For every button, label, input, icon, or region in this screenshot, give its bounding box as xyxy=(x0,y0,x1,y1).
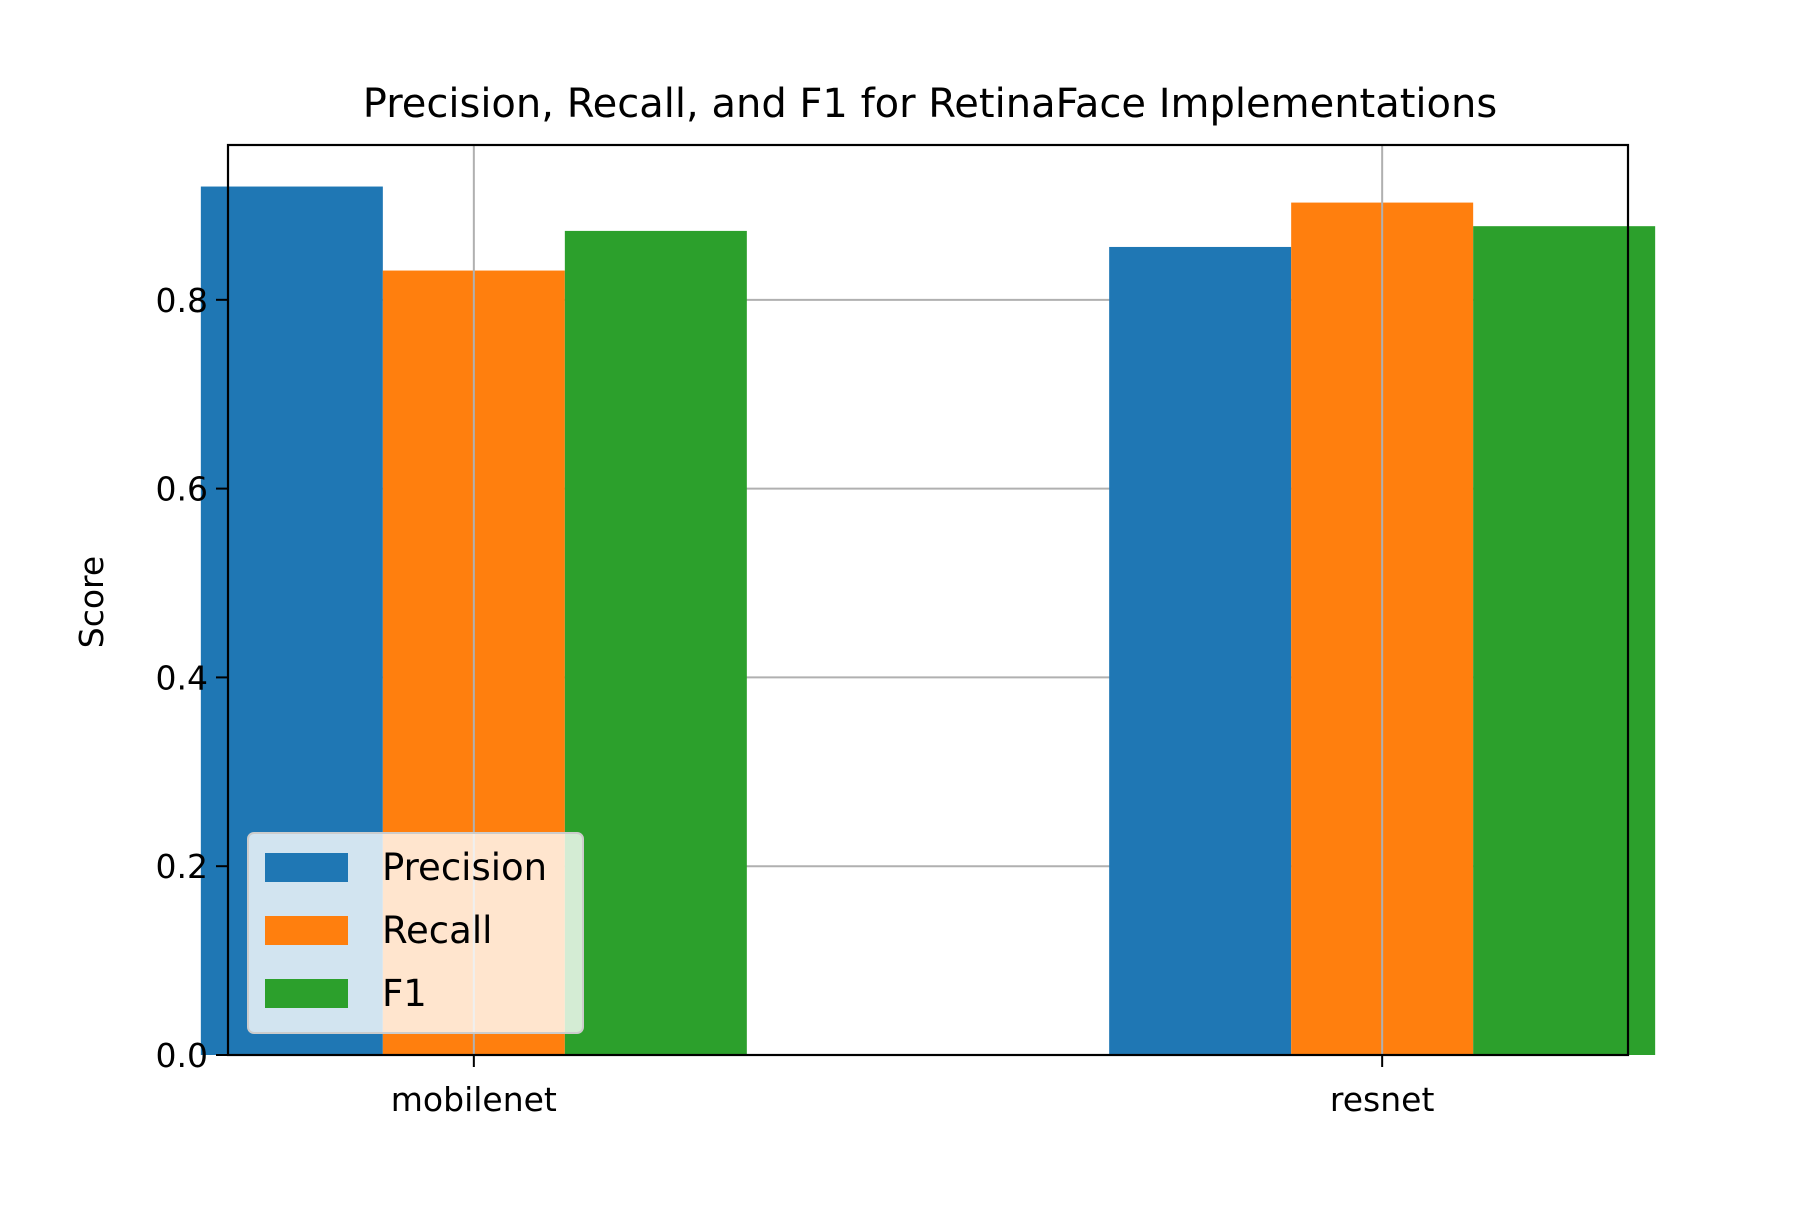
x-tick-label: resnet xyxy=(1330,1080,1435,1119)
legend-swatch-recall xyxy=(265,916,348,945)
bar-f1-resnet xyxy=(1473,226,1656,1056)
legend-swatch-precision xyxy=(265,853,348,882)
legend-swatch-f1 xyxy=(265,979,348,1008)
x-tick-label: mobilenet xyxy=(391,1080,557,1119)
plot-frame xyxy=(226,143,1630,1057)
bar-precision-resnet xyxy=(1109,246,1292,1056)
y-tick-label: 0.4 xyxy=(156,658,208,697)
chart-title: Precision, Recall, and F1 for RetinaFace… xyxy=(363,81,1497,127)
legend: Precision Recall F1 xyxy=(247,832,584,1034)
y-tick-label: 0.0 xyxy=(156,1036,208,1075)
legend-label-f1: F1 xyxy=(382,972,427,1015)
legend-label-recall: Recall xyxy=(382,909,492,952)
y-axis-label: Score xyxy=(72,556,111,648)
axes: 0.0 0.2 0.4 0.6 0.8 mobilenet resnet xyxy=(156,143,1630,1119)
y-tick-label: 0.8 xyxy=(156,281,208,320)
legend-label-precision: Precision xyxy=(382,846,547,889)
y-tick-label: 0.2 xyxy=(156,847,208,886)
bar-f1-mobilenet xyxy=(564,230,747,1056)
y-tick-label: 0.6 xyxy=(156,470,208,509)
